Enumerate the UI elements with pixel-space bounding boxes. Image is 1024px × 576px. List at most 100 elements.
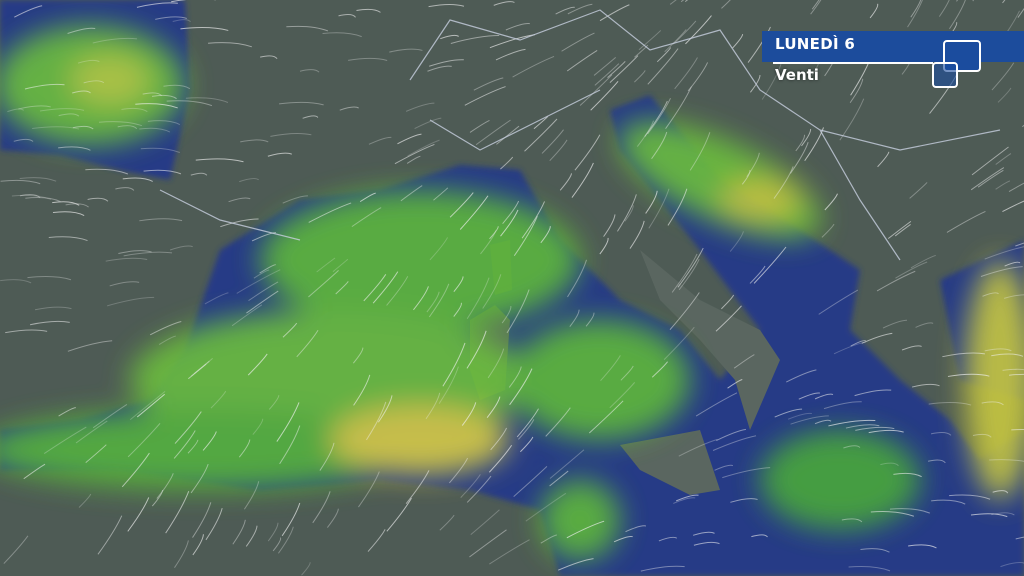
streamline [525,492,567,522]
streamline [991,353,1024,357]
streamline [359,192,376,203]
streamline [427,65,452,72]
streamline [972,433,992,438]
streamline [1015,536,1024,540]
streamline [667,188,688,226]
streamline [72,125,94,130]
streamline [117,125,138,130]
streamline [252,418,264,435]
streamline [854,389,892,397]
streamline [599,4,630,22]
streamline [908,544,937,549]
streamline [123,251,173,257]
streamline [579,74,613,106]
streamline [193,358,213,375]
streamline [947,373,990,377]
streamline [722,467,771,479]
streamline [984,348,1012,352]
streamline [470,509,500,536]
streamline [609,55,639,83]
streamline [326,508,339,528]
streamline [453,302,462,317]
streamline [366,401,387,441]
streamline [496,125,520,145]
streamline [77,59,100,64]
streamline [753,246,787,284]
streamline [482,274,502,309]
streamline [466,330,487,369]
streamline [977,169,1004,188]
streamline [656,47,672,63]
streamline [1002,0,1006,4]
streamline [981,401,1004,406]
streamline [174,540,189,568]
streamline [625,525,647,533]
streamline [394,143,435,165]
streamline [663,326,695,360]
streamline [18,105,51,110]
streamline [541,129,564,154]
streamline [322,32,362,38]
streamline [930,432,952,436]
streamline [142,92,163,97]
streamline [716,428,747,441]
streamline [195,158,244,163]
streamline [453,276,464,292]
streamline [828,419,876,427]
streamline [386,276,409,306]
streamline [248,281,279,302]
streamline [231,304,263,327]
streamline [282,322,298,338]
streamline [715,305,742,332]
streamline [590,81,619,111]
streamline [136,2,178,8]
streamline [911,383,940,388]
streamline [869,3,879,19]
streamline [824,193,838,211]
streamline [489,539,530,565]
streamline [58,407,76,417]
streamline [931,499,966,505]
streamline [190,360,210,377]
streamline [272,537,282,552]
streamline [259,264,276,274]
streamline [1004,261,1021,267]
streamline [599,237,609,255]
streamline [555,6,575,15]
streamline [187,363,207,380]
streamline [500,156,514,170]
streamline [466,277,490,320]
streamline [901,345,922,351]
streamline [151,94,177,100]
streamline [505,23,530,31]
streamline [352,347,364,364]
streamline [506,289,530,334]
streamline [520,436,534,453]
streamline [588,400,624,434]
streamline [818,289,859,315]
streamline [1003,294,1024,299]
streamline [240,139,269,143]
streamline [789,142,809,174]
streamline [171,0,216,3]
streamline [613,535,633,543]
streamline [549,449,585,479]
streamline [192,502,212,538]
streamline [518,419,535,440]
streamline [389,48,423,53]
streamline [58,146,91,151]
streamline [0,179,41,185]
streamline [1002,200,1024,212]
streamline [65,203,89,208]
streamline [674,57,698,90]
streamline [122,177,153,182]
streamline [48,236,88,242]
streamline [733,354,755,369]
streamline [774,408,803,418]
streamline [677,247,704,288]
streamline [524,118,558,152]
streamline [332,258,349,273]
streamline [540,226,551,244]
streamline [356,8,381,13]
